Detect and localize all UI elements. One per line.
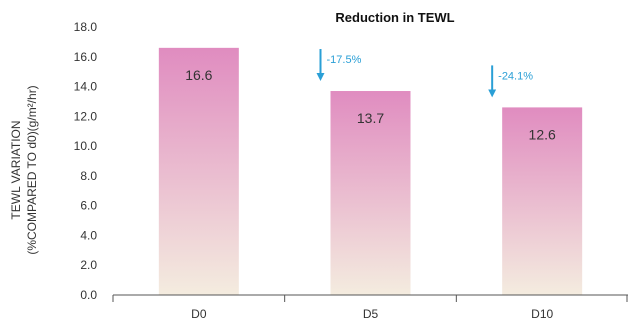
y-tick-label: 4.0 [80, 228, 97, 242]
value-label-d5: 13.7 [357, 110, 384, 126]
bars [158, 47, 583, 296]
y-axis-ticks: 0.0 2.0 4.0 6.0 8.0 10.0 12.0 14.0 16.0 18.0 [74, 20, 98, 302]
y-tick-label: 0.0 [80, 288, 97, 302]
y-tick-label: 16.0 [74, 50, 98, 64]
y-tick-label: 6.0 [80, 199, 97, 213]
annotations: -17.5% -24.1% [316, 49, 533, 98]
x-axis-ticks [112, 295, 628, 302]
value-label-d10: 12.6 [529, 126, 556, 142]
y-tick-label: 10.0 [74, 139, 98, 153]
bar-d5 [330, 91, 411, 296]
y-tick-label: 12.0 [74, 109, 98, 123]
y-axis-label: TEWL VARIATION (%COMPARED TO d0)(g/m²/hr… [9, 85, 39, 254]
y-axis-label-line1: TEWL VARIATION [9, 120, 23, 219]
category-labels: D0 D5 D10 [191, 307, 553, 320]
annotation-d5: -17.5% [327, 54, 362, 66]
y-tick-label: 14.0 [74, 80, 98, 94]
y-axis-label-line2: (%COMPARED TO d0)(g/m²/hr) [25, 85, 39, 254]
bar-d10 [502, 107, 583, 296]
category-label-d10: D10 [531, 307, 553, 320]
category-label-d0: D0 [191, 307, 207, 320]
chart-title: Reduction in TEWL [335, 10, 454, 25]
y-tick-label: 2.0 [80, 258, 97, 272]
bar-d0 [158, 47, 239, 295]
annotation-d10: -24.1% [498, 70, 533, 82]
category-label-d5: D5 [363, 307, 379, 320]
y-tick-label: 18.0 [74, 20, 98, 34]
y-tick-label: 8.0 [80, 169, 97, 183]
value-label-d0: 16.6 [185, 67, 212, 83]
value-labels: 16.6 13.7 12.6 [185, 67, 556, 143]
